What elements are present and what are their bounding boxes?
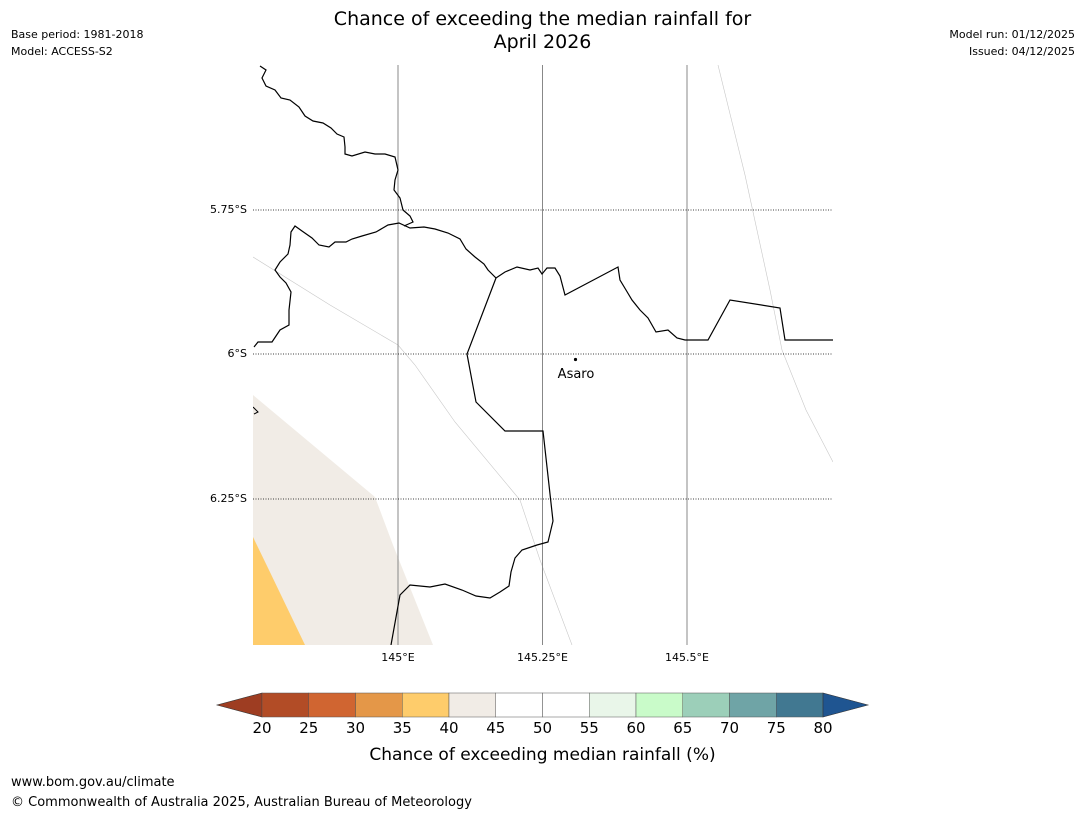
colorbar-segment <box>495 692 543 718</box>
colorbar-segment <box>542 692 590 718</box>
boundary-fragment <box>253 406 259 415</box>
colorbar-segment <box>589 692 637 718</box>
colorbar-segment <box>635 692 683 718</box>
colorbar-segment <box>308 692 356 718</box>
boundary-line-east <box>717 65 833 463</box>
shading-35-40 <box>253 537 305 645</box>
colorbar-tick-label: 80 <box>813 719 833 737</box>
base-period-text: Base period: 1981-2018 <box>11 28 144 41</box>
colorbar-tick-label: 75 <box>766 719 786 737</box>
colorbar-tick-label: 35 <box>392 719 412 737</box>
colorbar <box>215 692 870 718</box>
lon-label-145: 145°E <box>381 651 414 664</box>
colorbar-segment <box>355 692 403 718</box>
model-text: Model: ACCESS-S2 <box>11 45 113 58</box>
title-line2: April 2026 <box>493 31 592 53</box>
colorbar-segment <box>261 692 309 718</box>
colorbar-tick-label: 45 <box>486 719 506 737</box>
colorbar-segment <box>729 692 777 718</box>
colorbar-segment <box>402 692 450 718</box>
colorbar-tick-label: 40 <box>439 719 459 737</box>
boundary-divide <box>390 277 554 645</box>
model-run-text: Model run: 01/12/2025 <box>949 28 1075 41</box>
colorbar-low-arrow <box>215 692 263 718</box>
title-line1: Chance of exceeding the median rainfall … <box>333 8 752 30</box>
footer-copyright: © Commonwealth of Australia 2025, Austra… <box>11 795 472 810</box>
lat-label-6: 6°S <box>228 347 247 360</box>
issued-text: Issued: 04/12/2025 <box>968 45 1075 58</box>
colorbar-tick-label: 60 <box>626 719 646 737</box>
map: Asaro 5.75°S 6°S 6.25°S 145°E 145.25°E 1… <box>210 65 833 664</box>
lon-label-145-5: 145.5°E <box>665 651 709 664</box>
colorbar-tick-label: 50 <box>532 719 553 737</box>
colorbar-segment <box>776 692 824 718</box>
colorbar-segment <box>448 692 496 718</box>
boundary-northwest <box>259 65 414 227</box>
shading-40-45 <box>253 395 433 645</box>
colorbar-tick-label: 25 <box>299 719 319 737</box>
colorbar-segment <box>682 692 730 718</box>
colorbar-tick-label: 55 <box>579 719 599 737</box>
footer-url: www.bom.gov.au/climate <box>11 775 175 790</box>
colorbar-high-arrow <box>822 692 870 718</box>
colorbar-tick-label: 70 <box>719 719 740 737</box>
asaro-label: Asaro <box>558 367 595 382</box>
lat-label-5-75: 5.75°S <box>210 203 247 216</box>
colorbar-tick-label: 30 <box>345 719 366 737</box>
road-line <box>253 256 573 645</box>
colorbar-tick-label: 65 <box>673 719 693 737</box>
colorbar-ticks: 20 25 30 35 40 45 50 55 60 65 70 75 80 <box>0 719 1085 741</box>
lon-label-145-25: 145.25°E <box>517 651 568 664</box>
boundary-central <box>253 222 833 348</box>
lat-label-6-25: 6.25°S <box>210 492 247 505</box>
colorbar-label: Chance of exceeding median rainfall (%) <box>369 745 716 765</box>
asaro-marker <box>573 357 578 362</box>
colorbar-tick-label: 20 <box>252 719 272 737</box>
map-title: Chance of exceeding the median rainfall … <box>0 8 1085 54</box>
